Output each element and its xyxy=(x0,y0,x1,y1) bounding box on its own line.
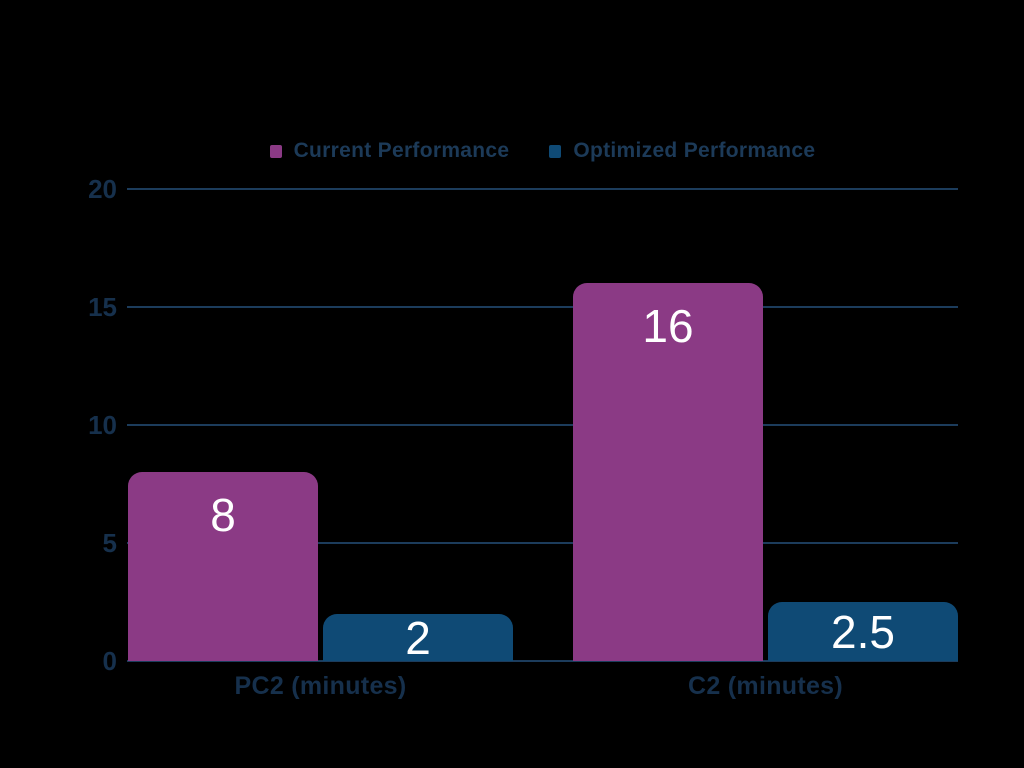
x-axis-baseline xyxy=(127,660,958,662)
gridline-y-5 xyxy=(127,542,958,544)
bar-current-performance-pc2-minutes[interactable]: 8 xyxy=(128,472,318,661)
gridline-y-20 xyxy=(127,188,958,190)
y-tick-label-15: 15 xyxy=(88,292,117,322)
legend-label: Current Performance xyxy=(293,139,510,162)
y-tick-label-0: 0 xyxy=(102,646,117,676)
legend-swatch-icon xyxy=(549,144,562,158)
legend-label: Optimized Performance xyxy=(573,139,816,162)
x-axis-label-pc2-minutes: PC2 (minutes) xyxy=(234,672,407,700)
legend-swatch-icon xyxy=(269,144,282,158)
x-axis-label-c2-minutes: C2 (minutes) xyxy=(687,672,843,700)
bar-value-label: 16 xyxy=(642,300,694,352)
chart-legend: Current Performance Optimized Performance xyxy=(127,136,958,166)
y-tick-label-10: 10 xyxy=(88,410,117,440)
bar-value-label: 8 xyxy=(210,489,236,541)
bar-value-label: 2.5 xyxy=(831,606,895,658)
legend-item-optimized-performance[interactable]: Optimized Performance xyxy=(549,139,815,163)
bar-optimized-performance-pc2-minutes[interactable]: 2 xyxy=(323,614,513,661)
legend-item-current-performance[interactable]: Current Performance xyxy=(269,139,510,163)
gridline-y-10 xyxy=(127,424,958,426)
bar-current-performance-c2-minutes[interactable]: 16 xyxy=(573,283,763,661)
bar-value-label: 2 xyxy=(405,612,431,664)
bar-optimized-performance-c2-minutes[interactable]: 2.5 xyxy=(768,602,958,661)
y-tick-label-20: 20 xyxy=(88,174,117,204)
y-tick-label-5: 5 xyxy=(102,528,117,558)
gridline-y-15 xyxy=(127,306,958,308)
